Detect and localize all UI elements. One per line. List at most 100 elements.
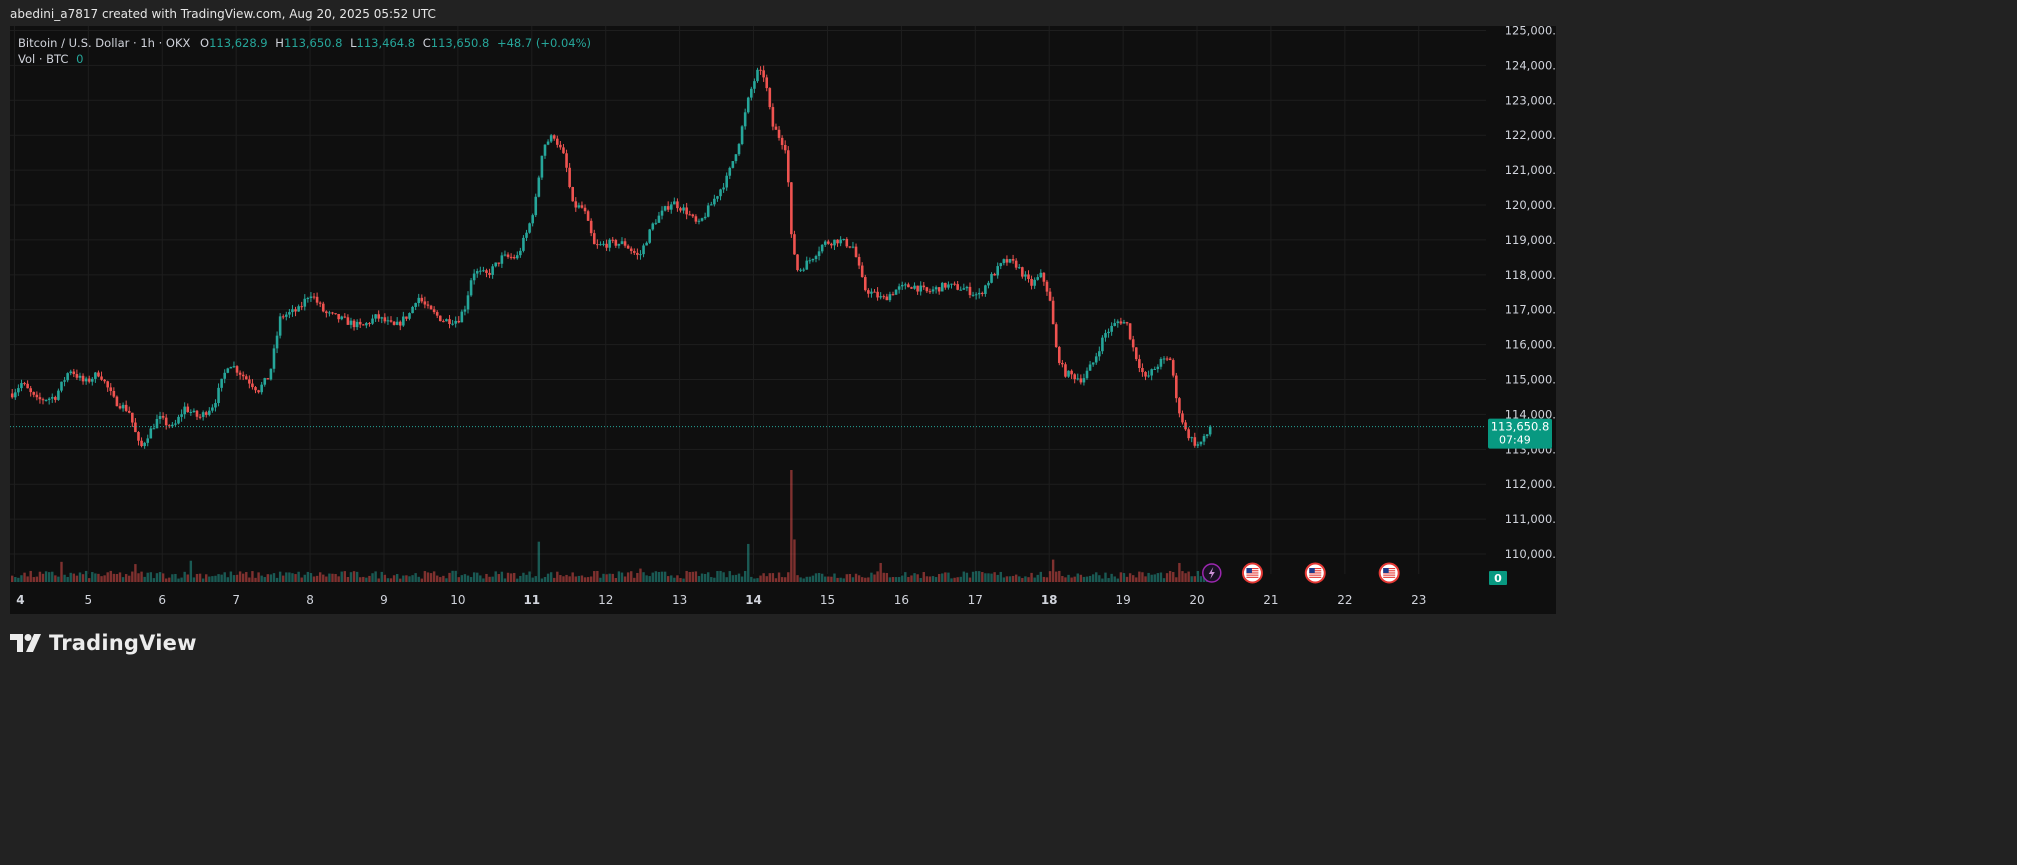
volume-bar (870, 572, 873, 582)
candle-body (528, 223, 531, 233)
volume-bar (269, 574, 273, 582)
volume-bar (987, 573, 990, 582)
candle-body (673, 201, 676, 205)
volume-bar (734, 574, 738, 582)
candle-body (226, 368, 230, 373)
volume-bar (1187, 571, 1190, 582)
candle-body (602, 243, 605, 245)
volume-bar (328, 573, 331, 582)
volume-bar (223, 572, 226, 582)
volume-bar (1122, 573, 1126, 582)
volume-bar (854, 573, 858, 582)
us-flag-icon[interactable] (1241, 562, 1263, 584)
symbol-description[interactable]: Bitcoin / U.S. Dollar · 1h · OKX (18, 36, 191, 50)
candle-body (355, 321, 359, 328)
candle-body (694, 216, 698, 222)
time-axis-label: 13 (672, 593, 687, 607)
volume-bar (232, 575, 236, 582)
volume-bar (226, 577, 229, 582)
volume-bar (476, 572, 479, 582)
candle-body (980, 292, 984, 294)
lightning-icon[interactable] (1202, 563, 1222, 583)
volume-bar (365, 577, 368, 582)
candle-body (802, 269, 805, 271)
volume-bar (158, 572, 162, 582)
candle-body (1036, 277, 1040, 280)
volume-bar (275, 577, 279, 582)
volume-bar (1125, 576, 1129, 582)
volume-bar (137, 573, 140, 582)
volume-bar (528, 571, 531, 582)
volume-bar (69, 572, 72, 582)
volume-label[interactable]: Vol · BTC (18, 52, 69, 66)
volume-bar (1067, 574, 1070, 582)
candle-body (248, 379, 251, 384)
volume-bar (1011, 575, 1015, 582)
volume-bar (589, 576, 593, 582)
time-axis-label: 16 (894, 593, 909, 607)
volume-bar (916, 574, 919, 582)
time-axis[interactable]: 4 5 6 7 8 9 10 11 12 13 14 15 16 17 18 19 20 21 22 23 (16, 593, 1426, 607)
time-axis-label: 7 (232, 593, 240, 607)
us-flag-icon[interactable] (1378, 562, 1400, 584)
volume-bar (716, 571, 719, 582)
volume-bar (482, 578, 485, 582)
candle-body (1134, 347, 1138, 360)
candle-body (657, 215, 661, 223)
candle-body (1165, 358, 1169, 360)
candle-body (904, 284, 907, 286)
candle-body (589, 220, 593, 234)
candle-body (568, 167, 571, 188)
candle-body (897, 286, 901, 290)
candle-body (740, 126, 744, 145)
candle-body (1150, 369, 1153, 376)
tradingview-brand[interactable]: TradingView (10, 628, 197, 658)
candle-body (100, 376, 103, 380)
volume-bar (509, 573, 513, 582)
candle-body (1128, 323, 1132, 340)
candle-body (907, 284, 910, 288)
volume-bar (454, 570, 457, 582)
candle-body (633, 251, 636, 253)
candle-body (1147, 375, 1150, 377)
candle-body (796, 254, 799, 271)
candle-body (654, 222, 658, 224)
volume-bar (81, 574, 85, 582)
chart-panel[interactable]: 125,000.0 124,000.0 123,000.0 122,000.0 121,… (10, 26, 1556, 614)
candle-body (965, 286, 969, 289)
ohlc-legend-row: Bitcoin / U.S. Dollar · 1h · OKX O113,62… (18, 35, 591, 51)
candle-body (848, 246, 852, 248)
volume-bar (1073, 576, 1076, 582)
candle-body (109, 387, 113, 391)
volume-bar (192, 577, 196, 582)
candle-body (432, 309, 436, 313)
chart-legend[interactable]: Bitcoin / U.S. Dollar · 1h · OKX O113,62… (18, 35, 591, 67)
volume-bar (411, 575, 414, 582)
candle-body (38, 397, 42, 400)
candle-body (1014, 260, 1018, 268)
volume-bar (254, 577, 257, 582)
flag-canton (1246, 568, 1252, 573)
volume-bar (688, 572, 691, 582)
volume-bar (420, 578, 424, 582)
volume-bar (864, 577, 867, 582)
candle-body (910, 287, 913, 289)
volume-bar (882, 572, 885, 582)
us-flag-icon[interactable] (1304, 562, 1326, 584)
candle-body (1168, 358, 1172, 361)
volume-bar (149, 572, 153, 582)
volume-bar (14, 576, 17, 582)
price-chart[interactable]: 125,000.0 124,000.0 123,000.0 122,000.0 121,… (10, 26, 1556, 614)
volume-bar (448, 572, 451, 582)
volume-bar (836, 577, 839, 582)
volume-bar (272, 573, 276, 582)
candle-body (1085, 370, 1089, 379)
candle-body (383, 317, 387, 322)
volume-bar (540, 578, 544, 582)
candle-body (993, 273, 996, 276)
flag-stripe (1246, 570, 1259, 572)
volume-bar (143, 576, 146, 582)
candle-body (325, 311, 328, 314)
volume-bar (571, 572, 574, 582)
volume-bar (670, 575, 673, 582)
